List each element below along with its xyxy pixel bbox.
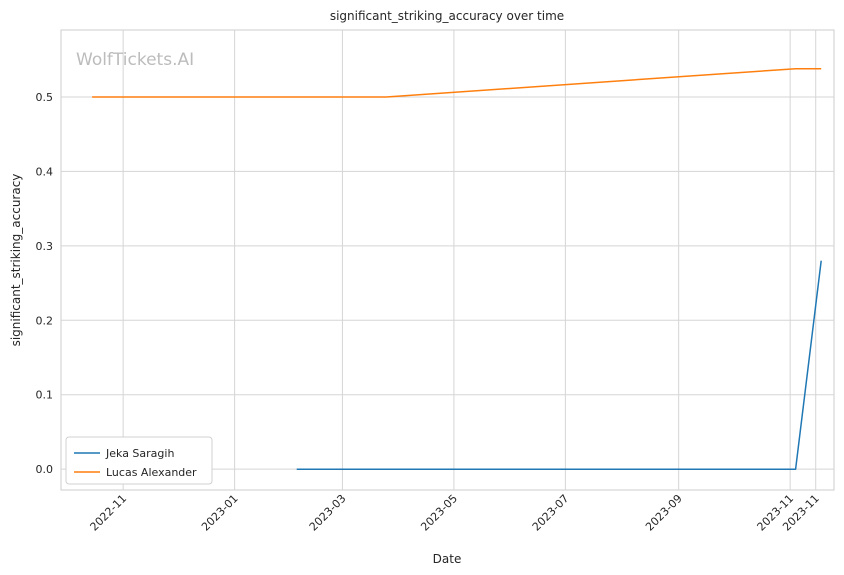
series-line-jeka-saragih [296, 260, 822, 470]
y-tick-label: 0.0 [36, 463, 54, 476]
chart-title: significant_striking_accuracy over time [330, 9, 564, 23]
x-tick-label: 2023-01 [199, 492, 241, 534]
y-tick-label: 0.5 [36, 91, 54, 104]
legend-box [65, 436, 213, 485]
x-tick-label: 2023-05 [418, 492, 460, 534]
x-tick-label: 2023-09 [643, 492, 685, 534]
x-axis-label: Date [433, 552, 462, 566]
legend-label-lucas-alexander: Lucas Alexander [106, 466, 197, 479]
x-tick-label: 2022-11 [88, 492, 130, 534]
series-layer [92, 67, 822, 470]
y-tick-label: 0.4 [36, 165, 54, 178]
y-tick-label: 0.2 [36, 314, 54, 327]
y-axis-label: significant_striking_accuracy [9, 174, 23, 347]
plot-area [60, 29, 835, 491]
y-tick-label: 0.1 [36, 389, 54, 402]
legend-label-jeka-saragih: Jeka Saragih [105, 447, 174, 460]
legend: Jeka Saragih Lucas Alexander [65, 436, 213, 485]
x-tick-label: 2023-03 [307, 492, 349, 534]
watermark: WolfTickets.AI [76, 50, 194, 70]
series-line-lucas-alexander [92, 67, 822, 98]
x-tick-label: 2023-07 [530, 492, 572, 534]
y-tick-label: 0.3 [36, 240, 54, 253]
